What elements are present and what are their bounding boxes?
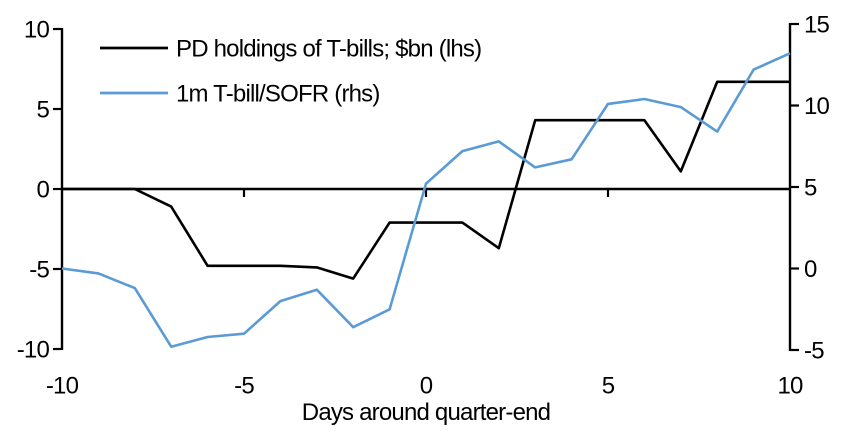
right-axis-tick-labels: 15 10 5 0 -5: [804, 11, 830, 364]
left-axis-tick-label: 5: [36, 96, 49, 123]
y-axis-left: 10 5 0 -5 -10: [17, 16, 64, 363]
plot-series: [61, 52, 791, 349]
x-axis-tick-labels: -10 -5 0 5 10: [46, 372, 804, 399]
left-axis-tick-label: -5: [29, 256, 49, 283]
legend-item-tbill-sofr: 1m T-bill/SOFR (rhs): [100, 80, 380, 107]
x-axis-tick-label: 10: [777, 372, 803, 399]
right-axis-tick-label: 5: [804, 174, 817, 201]
x-axis-tick-label: -10: [46, 372, 79, 399]
legend-label-tbill-sofr: 1m T-bill/SOFR (rhs): [176, 80, 380, 107]
left-axis-tick-label: 0: [36, 176, 49, 203]
left-axis-tick-labels: 10 5 0 -5 -10: [17, 16, 51, 363]
right-axis-tick-label: 10: [804, 93, 830, 120]
x-axis-title: Days around quarter-end: [302, 399, 550, 426]
left-axis-ticks: [53, 27, 62, 351]
legend-label-pd-holdings: PD holdings of T-bills; $bn (lhs): [176, 35, 481, 62]
x-axis-ticks: [242, 189, 610, 197]
x-axis: -10 -5 0 5 10 Days around quarter-end: [46, 187, 804, 426]
left-axis-tick-label: 10: [24, 16, 50, 43]
right-axis-tick-label: 15: [804, 11, 830, 38]
x-axis-tick-label: 5: [602, 372, 615, 399]
legend-item-pd-holdings: PD holdings of T-bills; $bn (lhs): [100, 35, 482, 62]
series-tbill-sofr-line: [61, 52, 791, 349]
right-axis-ticks: [790, 22, 799, 352]
right-axis-tick-label: 0: [804, 256, 817, 283]
x-axis-tick-label: -5: [234, 372, 254, 399]
x-axis-tick-label: 0: [420, 372, 433, 399]
left-axis-tick-label: -10: [17, 336, 50, 363]
series-pd-holdings-line: [62, 80, 790, 280]
y-axis-right: 15 10 5 0 -5: [788, 11, 830, 364]
legend: PD holdings of T-bills; $bn (lhs) 1m T-b…: [100, 35, 482, 107]
right-axis-tick-label: -5: [804, 337, 824, 364]
